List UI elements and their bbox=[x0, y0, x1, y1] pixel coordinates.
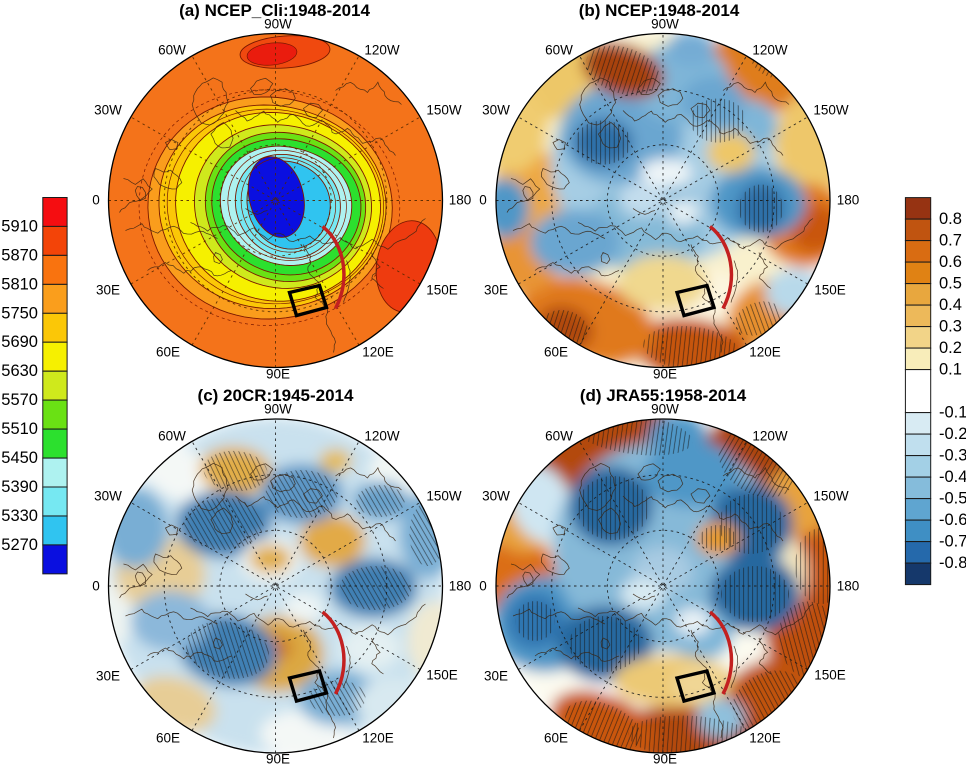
svg-text:30W: 30W bbox=[94, 489, 122, 504]
svg-text:90E: 90E bbox=[266, 752, 290, 767]
svg-text:-0.3: -0.3 bbox=[939, 447, 966, 465]
svg-text:0.3: 0.3 bbox=[939, 318, 962, 336]
svg-text:120E: 120E bbox=[362, 345, 394, 360]
svg-text:120W: 120W bbox=[364, 429, 400, 444]
svg-text:-0.4: -0.4 bbox=[939, 468, 966, 486]
svg-text:150W: 150W bbox=[813, 103, 849, 118]
svg-text:60E: 60E bbox=[156, 731, 180, 746]
svg-text:5510: 5510 bbox=[1, 420, 38, 438]
svg-text:30E: 30E bbox=[484, 669, 508, 684]
svg-text:150W: 150W bbox=[426, 489, 462, 504]
svg-text:90W: 90W bbox=[264, 17, 292, 32]
svg-text:(a) NCEP_Cli:1948-2014: (a) NCEP_Cli:1948-2014 bbox=[179, 1, 370, 20]
svg-text:120W: 120W bbox=[364, 43, 400, 58]
svg-text:(b) NCEP:1948-2014: (b) NCEP:1948-2014 bbox=[579, 1, 740, 20]
svg-text:60W: 60W bbox=[545, 429, 573, 444]
svg-text:30E: 30E bbox=[484, 283, 508, 298]
svg-text:60W: 60W bbox=[158, 43, 186, 58]
svg-text:90E: 90E bbox=[653, 752, 677, 767]
svg-text:5570: 5570 bbox=[1, 391, 38, 409]
svg-text:120W: 120W bbox=[752, 43, 788, 58]
svg-text:0: 0 bbox=[92, 579, 100, 594]
svg-text:90E: 90E bbox=[266, 367, 290, 382]
svg-text:0.8: 0.8 bbox=[939, 210, 962, 228]
svg-text:(c) 20CR:1945-2014: (c) 20CR:1945-2014 bbox=[198, 386, 354, 405]
svg-text:5810: 5810 bbox=[1, 275, 38, 293]
svg-text:5870: 5870 bbox=[1, 246, 38, 264]
svg-text:150W: 150W bbox=[426, 103, 462, 118]
svg-text:5450: 5450 bbox=[1, 449, 38, 467]
svg-text:60W: 60W bbox=[158, 429, 186, 444]
svg-text:5750: 5750 bbox=[1, 304, 38, 322]
svg-text:150E: 150E bbox=[814, 283, 846, 298]
svg-text:-0.5: -0.5 bbox=[939, 490, 966, 508]
svg-text:(d) JRA55:1958-2014: (d) JRA55:1958-2014 bbox=[580, 386, 747, 405]
svg-text:0.6: 0.6 bbox=[939, 253, 962, 271]
svg-text:-0.1: -0.1 bbox=[939, 404, 966, 422]
svg-text:-0.6: -0.6 bbox=[939, 511, 966, 529]
svg-text:150E: 150E bbox=[426, 668, 458, 683]
svg-text:0: 0 bbox=[92, 193, 100, 208]
svg-text:120W: 120W bbox=[752, 429, 788, 444]
svg-text:150E: 150E bbox=[426, 283, 458, 298]
svg-text:0.1: 0.1 bbox=[939, 361, 962, 379]
svg-text:90W: 90W bbox=[651, 17, 679, 32]
svg-text:30W: 30W bbox=[94, 103, 122, 118]
svg-text:-0.8: -0.8 bbox=[939, 554, 966, 572]
svg-text:5910: 5910 bbox=[1, 217, 38, 235]
svg-text:90E: 90E bbox=[653, 367, 677, 382]
svg-text:0: 0 bbox=[479, 579, 487, 594]
svg-text:0: 0 bbox=[479, 193, 487, 208]
svg-text:60W: 60W bbox=[545, 43, 573, 58]
svg-text:30E: 30E bbox=[96, 669, 120, 684]
svg-text:60E: 60E bbox=[544, 731, 568, 746]
svg-text:5690: 5690 bbox=[1, 333, 38, 351]
svg-text:180: 180 bbox=[837, 579, 860, 594]
svg-text:5390: 5390 bbox=[1, 478, 38, 496]
svg-text:-0.2: -0.2 bbox=[939, 425, 966, 443]
svg-text:90W: 90W bbox=[651, 402, 679, 417]
svg-text:180: 180 bbox=[449, 579, 472, 594]
svg-text:0.7: 0.7 bbox=[939, 232, 962, 250]
svg-text:0.4: 0.4 bbox=[939, 296, 962, 314]
svg-text:5330: 5330 bbox=[1, 507, 38, 525]
svg-text:0.5: 0.5 bbox=[939, 275, 962, 293]
svg-text:5630: 5630 bbox=[1, 362, 38, 380]
svg-text:60E: 60E bbox=[544, 345, 568, 360]
svg-text:150W: 150W bbox=[813, 489, 849, 504]
svg-text:120E: 120E bbox=[749, 345, 781, 360]
svg-text:30W: 30W bbox=[482, 489, 510, 504]
svg-text:120E: 120E bbox=[749, 731, 781, 746]
svg-text:5270: 5270 bbox=[1, 536, 38, 554]
svg-text:30E: 30E bbox=[96, 283, 120, 298]
svg-text:30W: 30W bbox=[482, 103, 510, 118]
svg-text:60E: 60E bbox=[156, 345, 180, 360]
svg-text:90W: 90W bbox=[264, 402, 292, 417]
svg-text:0.2: 0.2 bbox=[939, 339, 962, 357]
svg-text:150E: 150E bbox=[814, 668, 846, 683]
svg-text:180: 180 bbox=[837, 193, 860, 208]
svg-text:180: 180 bbox=[449, 193, 472, 208]
svg-text:120E: 120E bbox=[362, 731, 394, 746]
svg-text:-0.7: -0.7 bbox=[939, 533, 966, 551]
